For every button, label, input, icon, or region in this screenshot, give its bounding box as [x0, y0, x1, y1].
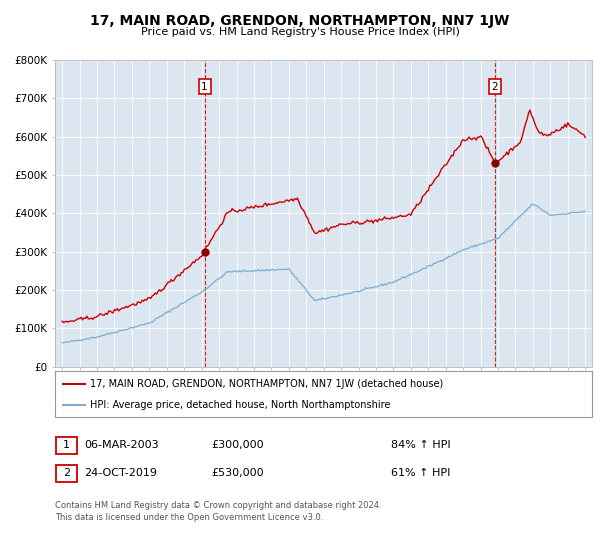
- FancyBboxPatch shape: [56, 465, 77, 482]
- Text: 84% ↑ HPI: 84% ↑ HPI: [391, 440, 451, 450]
- Text: HPI: Average price, detached house, North Northamptonshire: HPI: Average price, detached house, Nort…: [90, 400, 391, 410]
- Text: 1: 1: [202, 82, 208, 92]
- Text: 1: 1: [63, 440, 70, 450]
- Text: Contains HM Land Registry data © Crown copyright and database right 2024.
This d: Contains HM Land Registry data © Crown c…: [55, 501, 382, 522]
- Text: 06-MAR-2003: 06-MAR-2003: [84, 440, 158, 450]
- Text: 17, MAIN ROAD, GRENDON, NORTHAMPTON, NN7 1JW: 17, MAIN ROAD, GRENDON, NORTHAMPTON, NN7…: [91, 14, 509, 28]
- Text: £300,000: £300,000: [211, 440, 264, 450]
- Text: 61% ↑ HPI: 61% ↑ HPI: [391, 468, 451, 478]
- Text: 24-OCT-2019: 24-OCT-2019: [84, 468, 157, 478]
- Text: £530,000: £530,000: [211, 468, 264, 478]
- Text: 2: 2: [491, 82, 498, 92]
- FancyBboxPatch shape: [56, 437, 77, 454]
- Text: Price paid vs. HM Land Registry's House Price Index (HPI): Price paid vs. HM Land Registry's House …: [140, 27, 460, 37]
- Text: 17, MAIN ROAD, GRENDON, NORTHAMPTON, NN7 1JW (detached house): 17, MAIN ROAD, GRENDON, NORTHAMPTON, NN7…: [90, 379, 443, 389]
- Text: 2: 2: [63, 468, 70, 478]
